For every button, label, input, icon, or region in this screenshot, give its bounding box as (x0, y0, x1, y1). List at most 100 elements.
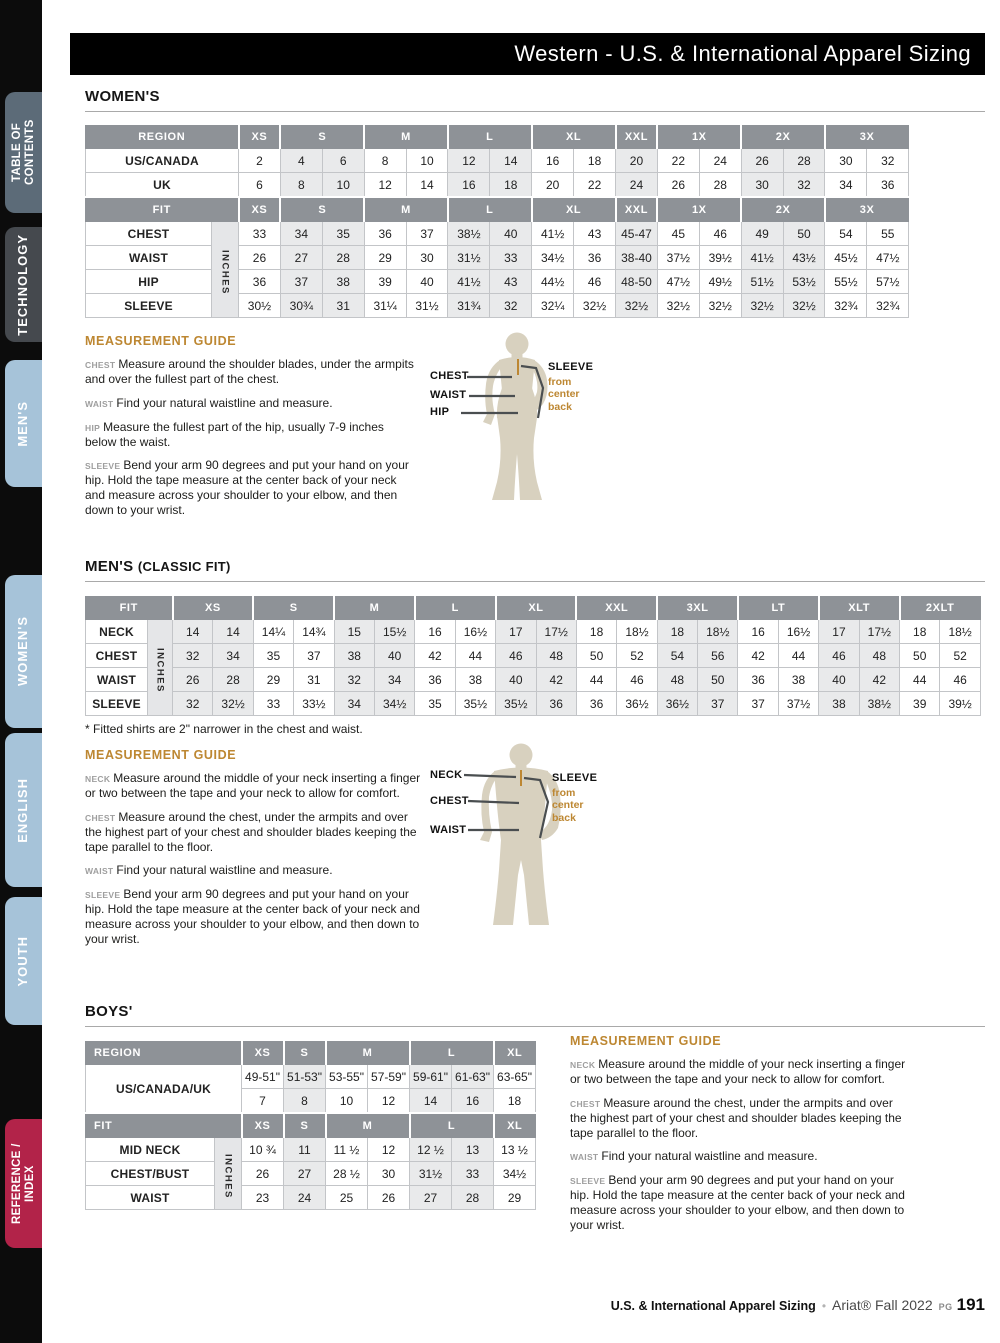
size-value-cell: 32 (333, 667, 375, 692)
size-value-cell: 15 (333, 619, 375, 644)
size-value-cell: 44 (899, 667, 941, 692)
size-value-cell: 34½ (493, 1161, 536, 1186)
size-group-header: M (363, 196, 449, 222)
size-value-cell: 44 (454, 643, 497, 668)
guide-item: SLEEVE Bend your arm 90 degrees and put y… (85, 887, 421, 947)
size-group-header: 3X (823, 123, 910, 149)
size-value-cell: 25 (325, 1185, 368, 1210)
size-value-cell: 32½ (782, 293, 826, 318)
size-value-cell: 44 (575, 667, 618, 692)
size-value-cell: 53½ (782, 269, 826, 294)
size-value-cell: 26 (367, 1185, 410, 1210)
size-group-header: 3X (823, 196, 910, 222)
size-value-cell: 28 (698, 172, 742, 198)
sidebar-tab-reference-index[interactable]: REFERENCE / INDEX (5, 1119, 42, 1248)
size-value-cell: 37 (279, 269, 323, 294)
row-label: NECK (85, 619, 148, 644)
size-value-cell: 38 (333, 643, 375, 668)
guide-text: Bend your arm 90 degrees and put your ha… (85, 887, 420, 946)
size-value-cell: 57-59" (367, 1064, 410, 1089)
row-label: US/CANADA/UK (85, 1064, 242, 1114)
figure-hip-label: HIP (430, 406, 450, 418)
figure-chest-label: CHEST (430, 370, 469, 382)
size-value-cell: 13 ½ (493, 1137, 536, 1162)
size-value-cell: 36 (573, 245, 617, 270)
mens-silhouette (463, 743, 561, 925)
inches-cell: INCHES (214, 1137, 242, 1210)
size-value-cell: 36½ (616, 691, 658, 716)
size-value-cell: 12 (447, 148, 491, 173)
size-value-cell: 28 (451, 1185, 494, 1210)
guide-text: Bend your arm 90 degrees and put your ha… (570, 1173, 905, 1232)
size-group-header: XXL (614, 123, 658, 149)
size-value-cell: 6 (238, 172, 281, 198)
size-value-cell: 36 (238, 269, 281, 294)
size-value-cell: 36 (575, 691, 618, 716)
size-value-cell: 33 (451, 1161, 494, 1186)
sidebar-tab-english[interactable]: ENGLISH (5, 733, 42, 887)
size-value-cell: 8 (283, 1088, 326, 1114)
size-value-cell: 16 (414, 619, 456, 644)
size-value-cell: 56 (697, 643, 739, 668)
sidebar-tab-mens[interactable]: MEN'S (5, 360, 42, 487)
size-value-cell: 18½ (697, 619, 739, 644)
size-value-cell: 39 (899, 691, 941, 716)
size-value-cell: 30 (740, 172, 784, 198)
table-row: CHEST 32 34 35 37 38 40 42 44 46 48 50 52 54 56 42 44 46 4… (85, 643, 981, 668)
size-value-cell: 8 (279, 172, 323, 198)
inches-label: INCHES (154, 647, 166, 693)
inches-label: INCHES (222, 1153, 234, 1199)
guide-term: SLEEVE (570, 1176, 606, 1187)
figure-waist-label: WAIST (430, 389, 467, 401)
size-value-cell: 35 (252, 643, 295, 668)
size-value-cell: 30 (367, 1161, 410, 1186)
guide-term: CHEST (570, 1098, 601, 1109)
table-header-label: REGION (85, 1039, 242, 1065)
table-header-label: FIT (85, 196, 239, 222)
sidebar-tab-youth[interactable]: YOUTH (5, 897, 42, 1025)
size-value-cell: 48 (535, 643, 577, 668)
table-row: WAIST 26 28 29 31 32 34 36 38 40 42 44 46 48 50 36 38 40 4… (85, 667, 981, 692)
size-value-cell: 32½ (573, 293, 617, 318)
size-value-cell: 42 (414, 643, 456, 668)
mens-size-table: FIT XS S M L XL XXL 3XL LT XLT 2XLT NECK INCHES 14 14 1… (85, 594, 981, 716)
size-value-cell: 18½ (939, 619, 981, 644)
sidebar-tab-label: TECHNOLOGY (15, 233, 31, 336)
size-group-header: M (324, 1039, 410, 1065)
guide-term: WAIST (85, 866, 114, 877)
size-value-cell: 26 (171, 667, 214, 692)
footer-separator: • (821, 1299, 827, 1313)
sidebar-tab-technology[interactable]: TECHNOLOGY (5, 227, 42, 342)
size-value-cell: 27 (283, 1161, 326, 1186)
mens-figure: NECK CHEST WAIST SLEEVE from center back (420, 742, 630, 940)
size-value-cell: 50 (899, 643, 941, 668)
size-value-cell: 41½ (740, 245, 784, 270)
row-label: US/CANADA (85, 148, 239, 173)
size-value-cell: 32 (171, 643, 214, 668)
inches-cell: INCHES (211, 221, 239, 318)
table-row: WAIST 23 24 25 26 27 28 29 (85, 1185, 536, 1210)
guide-item: NECK Measure around the middle of your ne… (85, 771, 421, 801)
table-header-row: REGION XS S M L XL XXL 1X 2X 3X (85, 123, 910, 149)
table-row: 7 8 10 12 14 16 18 (86, 1088, 536, 1114)
sidebar-tab-womens[interactable]: WOMEN'S (5, 575, 42, 728)
size-value-cell: 10 (321, 172, 365, 198)
size-value-cell: 18 (493, 1088, 536, 1114)
size-value-cell: 48-50 (615, 269, 658, 294)
boys-section-heading: BOYS' (85, 1003, 985, 1027)
womens-section-heading: WOMEN'S (85, 88, 985, 112)
size-value-cell: 39½ (698, 245, 742, 270)
inches-label: INCHES (219, 249, 231, 295)
guide-text: Measure around the shoulder blades, unde… (85, 357, 414, 386)
sidebar-tab-table-of-contents[interactable]: TABLE OF CONTENTS (5, 92, 42, 213)
size-value-cell: 46 (616, 667, 658, 692)
size-value-cell: 11 (283, 1137, 326, 1162)
size-group-header: S (279, 196, 365, 222)
size-group-header: L (413, 594, 497, 620)
size-value-cell: 43 (489, 269, 533, 294)
boys-measurement-guide: MEASUREMENT GUIDE NECK Measure around the… (570, 1034, 910, 1242)
footer-pg-label: PG (938, 1302, 953, 1312)
guide-text: Find your natural waistline and measure. (116, 863, 333, 878)
size-value-cell: 36½ (656, 691, 699, 716)
size-value-cell: 41½ (447, 269, 491, 294)
